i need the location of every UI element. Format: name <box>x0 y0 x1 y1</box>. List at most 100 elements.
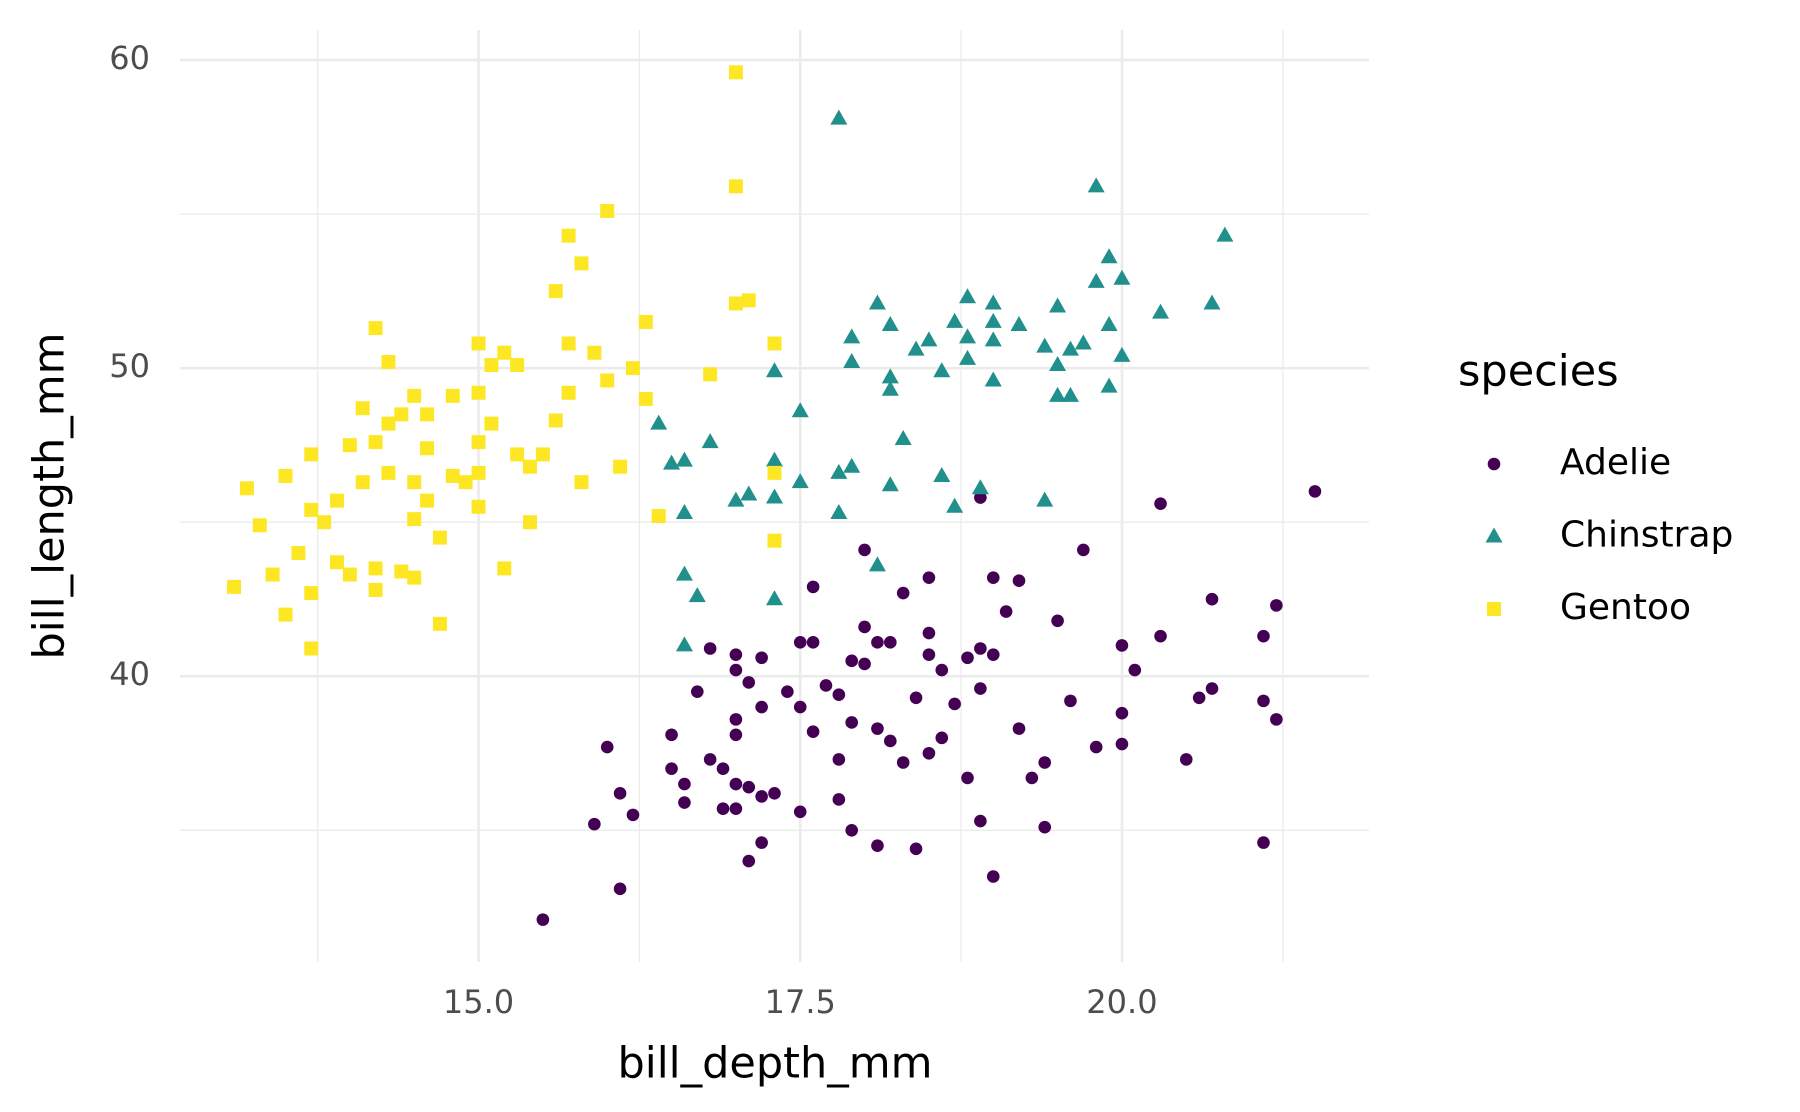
data-point <box>675 565 693 581</box>
data-point <box>561 228 576 243</box>
data-point <box>1077 543 1090 557</box>
data-point <box>755 790 768 803</box>
data-point <box>278 607 293 622</box>
data-point <box>665 728 678 742</box>
data-point <box>1205 592 1219 606</box>
data-point <box>638 391 653 406</box>
data-point <box>961 651 974 665</box>
data-point <box>868 556 886 572</box>
data-point <box>766 590 783 606</box>
data-point <box>329 555 344 570</box>
data-point <box>716 762 730 775</box>
data-point <box>843 457 861 473</box>
data-point <box>766 451 783 467</box>
data-point <box>1064 694 1077 708</box>
data-point <box>922 571 936 584</box>
data-point <box>922 746 936 760</box>
data-point <box>1036 337 1054 353</box>
data-point <box>458 475 473 490</box>
data-point <box>407 570 422 585</box>
data-point <box>933 466 951 482</box>
legend-label: Chinstrap <box>1560 515 1733 556</box>
data-point <box>832 688 846 702</box>
data-point <box>265 567 280 582</box>
data-point <box>871 839 884 852</box>
data-point <box>791 402 809 418</box>
data-point <box>984 331 1002 347</box>
data-point <box>974 491 987 504</box>
data-point <box>600 373 615 388</box>
data-point <box>613 459 628 474</box>
data-point <box>368 321 383 336</box>
legend-marker <box>1485 527 1503 543</box>
data-point <box>663 454 681 470</box>
data-point <box>781 685 794 698</box>
y-axis-title: bill_length_mm <box>25 333 75 660</box>
data-point <box>381 416 396 431</box>
y-tick-label: 50 <box>109 347 150 385</box>
legend-marker <box>1487 602 1501 616</box>
data-point <box>650 414 668 430</box>
data-point <box>1061 386 1079 402</box>
data-point <box>1087 272 1105 288</box>
data-point <box>1179 753 1193 766</box>
data-point <box>858 543 871 557</box>
data-point <box>793 700 807 714</box>
data-point <box>729 713 743 726</box>
data-point <box>845 716 859 729</box>
data-point <box>1038 756 1052 769</box>
data-point <box>868 294 886 310</box>
data-point <box>471 435 486 450</box>
data-point <box>896 756 910 769</box>
data-point <box>959 349 977 365</box>
data-point <box>600 740 614 754</box>
data-point <box>740 485 758 501</box>
data-point <box>1192 691 1206 705</box>
data-point <box>1203 294 1221 310</box>
data-point <box>766 488 783 504</box>
data-point <box>909 691 923 705</box>
data-point <box>588 817 601 831</box>
data-point <box>523 459 538 474</box>
data-point <box>909 842 923 856</box>
data-point <box>716 802 730 816</box>
data-point <box>561 336 576 351</box>
data-point <box>304 447 319 462</box>
data-point <box>922 626 936 640</box>
data-point <box>432 616 447 631</box>
data-point <box>729 777 743 791</box>
x-tick-label: 15.0 <box>443 983 514 1021</box>
data-point <box>843 328 861 344</box>
data-point <box>793 805 807 819</box>
data-point <box>1089 740 1103 754</box>
data-point <box>1308 485 1322 498</box>
legend-marker <box>1487 457 1501 471</box>
data-point <box>548 284 563 299</box>
data-point <box>984 294 1002 310</box>
data-point <box>510 358 525 373</box>
data-point <box>574 475 589 490</box>
data-point <box>497 345 512 360</box>
data-point <box>984 371 1002 387</box>
data-point <box>445 388 460 403</box>
data-point <box>1049 386 1067 402</box>
data-point <box>986 870 1000 883</box>
data-point <box>471 499 486 514</box>
data-point <box>742 676 756 689</box>
data-point <box>729 802 743 816</box>
data-point <box>881 316 899 332</box>
data-point <box>741 293 756 308</box>
data-point <box>961 771 974 785</box>
data-point <box>701 433 719 449</box>
data-point <box>1257 694 1270 708</box>
data-point <box>625 361 640 376</box>
data-point <box>1012 722 1026 735</box>
data-point <box>819 679 833 692</box>
data-point <box>574 256 589 271</box>
data-point <box>946 497 964 513</box>
data-point <box>894 430 912 446</box>
data-point <box>626 808 640 822</box>
data-point <box>690 685 704 698</box>
